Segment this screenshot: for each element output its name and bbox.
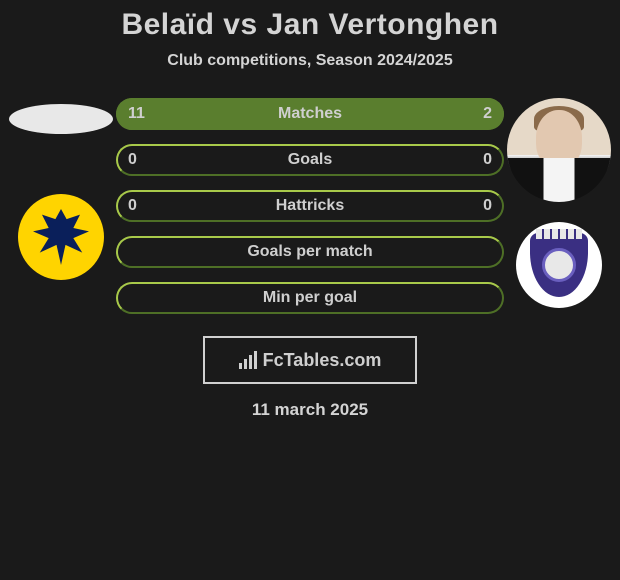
stat-label: Matches [158, 105, 462, 123]
page-subtitle: Club competitions, Season 2024/2025 [167, 52, 452, 70]
player-left-club-badge [18, 194, 104, 280]
club-badge-eagle-icon [33, 209, 89, 265]
stat-bar: 0Hattricks0 [116, 190, 504, 222]
main-row: 11Matches20Goals00Hattricks0Goals per ma… [0, 90, 620, 322]
player-shirt-shape [507, 158, 611, 202]
player-right-column [504, 90, 614, 308]
player-left-silhouette [9, 104, 113, 134]
bar-chart-icon [239, 351, 257, 369]
player-right-club-badge [516, 222, 602, 308]
stat-bar: Min per goal [116, 282, 504, 314]
stat-bar: 11Matches2 [116, 98, 504, 130]
club-badge-circle-icon [542, 248, 576, 282]
stat-label: Min per goal [158, 289, 462, 307]
player-right-photo [507, 98, 611, 202]
watermark-box: FcTables.com [203, 336, 417, 384]
stats-column: 11Matches20Goals00Hattricks0Goals per ma… [116, 90, 504, 322]
stat-label: Goals [158, 151, 462, 169]
stat-value-left: 11 [128, 105, 158, 123]
stat-value-right: 2 [462, 105, 492, 123]
comparison-infographic: Belaïd vs Jan Vertonghen Club competitio… [0, 0, 620, 580]
club-badge-shield-icon [530, 233, 588, 297]
stat-value-right: 0 [462, 197, 492, 215]
watermark-text: FcTables.com [263, 350, 382, 371]
stat-value-left: 0 [128, 197, 158, 215]
date-label: 11 march 2025 [252, 400, 368, 420]
page-title: Belaïd vs Jan Vertonghen [121, 8, 498, 42]
stat-label: Goals per match [158, 243, 462, 261]
stat-bar: 0Goals0 [116, 144, 504, 176]
club-badge-flags-icon [536, 229, 582, 239]
player-left-column [6, 90, 116, 280]
stat-value-left: 0 [128, 151, 158, 169]
stat-bar: Goals per match [116, 236, 504, 268]
stat-value-right: 0 [462, 151, 492, 169]
stat-label: Hattricks [158, 197, 462, 215]
